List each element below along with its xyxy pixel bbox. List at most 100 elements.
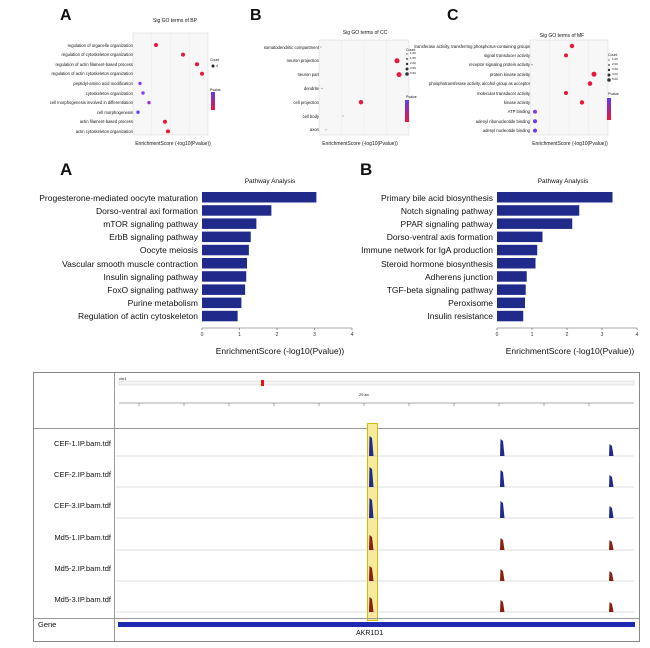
track-label: Md5-2.IP.bam.tdf bbox=[54, 563, 111, 573]
pathway-b-title: Pathway Analysis bbox=[537, 178, 589, 185]
go-dot bbox=[591, 71, 597, 77]
pathway-a-title: Pathway Analysis bbox=[244, 178, 296, 185]
go-dot bbox=[579, 100, 585, 105]
go-term-label: actin filament-based process bbox=[79, 119, 133, 125]
pathway-bar bbox=[497, 231, 543, 243]
pathway-category-label: TGF-beta signaling pathway bbox=[386, 284, 493, 295]
legend-count-value: 2.00 bbox=[612, 62, 618, 66]
legend-count-value: 3.00 bbox=[612, 67, 618, 71]
legend-count-value: 1.00 bbox=[612, 57, 618, 61]
panel-letter-b: B bbox=[250, 7, 262, 24]
pathway-bar bbox=[202, 205, 272, 216]
go-dot bbox=[358, 100, 364, 105]
pathway-bar bbox=[497, 271, 527, 282]
pathway-category-label: PPAR signaling pathway bbox=[400, 218, 493, 229]
pathway-category-label: Insulin resistance bbox=[427, 311, 493, 322]
go-term-label: regulation of organelle organization bbox=[67, 42, 133, 48]
go-term-label: dendrite bbox=[303, 85, 319, 91]
track-label: CEF-1.IP.bam.tdf bbox=[54, 439, 111, 448]
go-term-label: peptidyl-amino acid modification bbox=[73, 80, 133, 86]
x-tick-label: 0 bbox=[496, 332, 499, 338]
coverage-peak bbox=[500, 501, 505, 519]
pathway-category-label: ErbB signaling pathway bbox=[109, 232, 198, 243]
go-bp-legend-pvalue-title: Pvalue bbox=[210, 88, 221, 92]
pathway-category-label: FoxO signaling pathway bbox=[107, 284, 198, 295]
coverage-peak bbox=[609, 570, 614, 581]
coverage-track bbox=[116, 565, 634, 582]
go-term-label: axon bbox=[309, 127, 319, 133]
pathway-bar bbox=[497, 244, 538, 256]
go-term-label: adenyl ribonucleotide binding bbox=[475, 118, 530, 124]
go-mf-plot bbox=[529, 39, 609, 136]
coverage-peak bbox=[609, 475, 614, 488]
go-dot bbox=[163, 119, 167, 124]
go-dot bbox=[587, 81, 593, 86]
go-term-label: cell projection bbox=[293, 99, 319, 105]
go-term-label: regulation of cytoskeleton organization bbox=[61, 52, 133, 58]
go-bp-legend-count-value: 4 bbox=[216, 64, 218, 68]
go-term-label: cell morphogenesis bbox=[96, 109, 133, 115]
pathway-category-label: Progesterone-mediated oocyte maturation bbox=[39, 192, 198, 203]
go-dot bbox=[533, 109, 537, 114]
coverage-peak bbox=[500, 568, 505, 581]
pathway-a-letter: A bbox=[60, 160, 73, 179]
coverage-peak bbox=[369, 534, 374, 550]
coverage-track bbox=[116, 597, 634, 613]
go-cc-legend bbox=[405, 53, 409, 122]
go-dot bbox=[181, 52, 185, 57]
pathway-a-chart: 0 1 2 3 4 bbox=[201, 192, 354, 338]
coverage-peak bbox=[609, 444, 614, 456]
go-dot bbox=[564, 91, 568, 95]
coverage-peak bbox=[369, 565, 374, 581]
coverage-peak bbox=[369, 436, 374, 456]
pathway-category-label: Purine metabolism bbox=[127, 298, 198, 309]
go-term-label: kinase activity bbox=[503, 99, 530, 105]
coverage-track bbox=[116, 498, 634, 519]
go-term-label: neuron projection bbox=[286, 58, 319, 64]
go-dot bbox=[136, 110, 140, 114]
go-dot bbox=[154, 43, 158, 47]
x-tick-label: 2 bbox=[566, 332, 569, 338]
x-tick-label: 0 bbox=[201, 332, 204, 338]
go-mf-title: Sig GO terms of MF bbox=[539, 33, 585, 39]
pathway-bar bbox=[497, 297, 525, 309]
region-highlight bbox=[367, 423, 378, 621]
go-mf-legend-count-title: Count bbox=[608, 53, 618, 57]
track-label: CEF-3.IP.bam.tdf bbox=[54, 501, 111, 511]
pathway-bar bbox=[202, 231, 251, 243]
legend-count-value: 2.50 bbox=[410, 66, 416, 70]
x-tick-label: 4 bbox=[636, 332, 639, 338]
go-term-label: molecular transducer activity bbox=[476, 90, 530, 96]
pathway-category-label: Dorso-ventral axis formation bbox=[386, 232, 493, 243]
x-tick-label: 4 bbox=[351, 332, 354, 338]
pathway-category-label: Vascular smooth muscle contraction bbox=[62, 258, 198, 269]
go-bp-legend bbox=[211, 64, 215, 110]
go-mf-legend-pvalue-title: Pvalue bbox=[608, 92, 619, 96]
pathway-bar bbox=[497, 258, 536, 269]
go-term-label: cell body bbox=[302, 113, 319, 119]
go-dot bbox=[394, 58, 400, 64]
pathway-category-label: Notch signaling pathway bbox=[400, 205, 493, 216]
chromosome-ideogram bbox=[118, 380, 635, 406]
pathway-bar bbox=[497, 192, 613, 203]
browser-ruler-area bbox=[34, 373, 639, 429]
pathway-bar bbox=[202, 310, 238, 322]
pathway-category-label: Insulin signaling pathway bbox=[103, 271, 198, 282]
go-bp-xlabel: EnrichmentScore (-log10(Pvalue)) bbox=[135, 141, 211, 147]
pathway-bar bbox=[497, 310, 524, 322]
pathway-bar bbox=[497, 205, 580, 216]
panel-letter-c: C bbox=[447, 7, 459, 24]
go-term-label: ATP binding bbox=[507, 109, 530, 115]
go-dot bbox=[533, 128, 537, 133]
coverage-peak bbox=[609, 602, 614, 612]
coverage-peak bbox=[369, 467, 374, 488]
pathway-bar bbox=[497, 284, 526, 295]
pathway-bar bbox=[202, 297, 242, 309]
legend-count-value: 3.00 bbox=[410, 71, 416, 75]
genome-browser: chr1 29 kb CEF-1.IP.bam.tdf CEF-2.IP.bam.… bbox=[33, 372, 640, 642]
coverage-track bbox=[116, 534, 634, 550]
coverage-peak bbox=[609, 539, 614, 550]
go-term-label: neuron part bbox=[297, 72, 319, 78]
go-bp-plot bbox=[132, 32, 209, 136]
legend-count-value: 2.00 bbox=[410, 61, 416, 65]
